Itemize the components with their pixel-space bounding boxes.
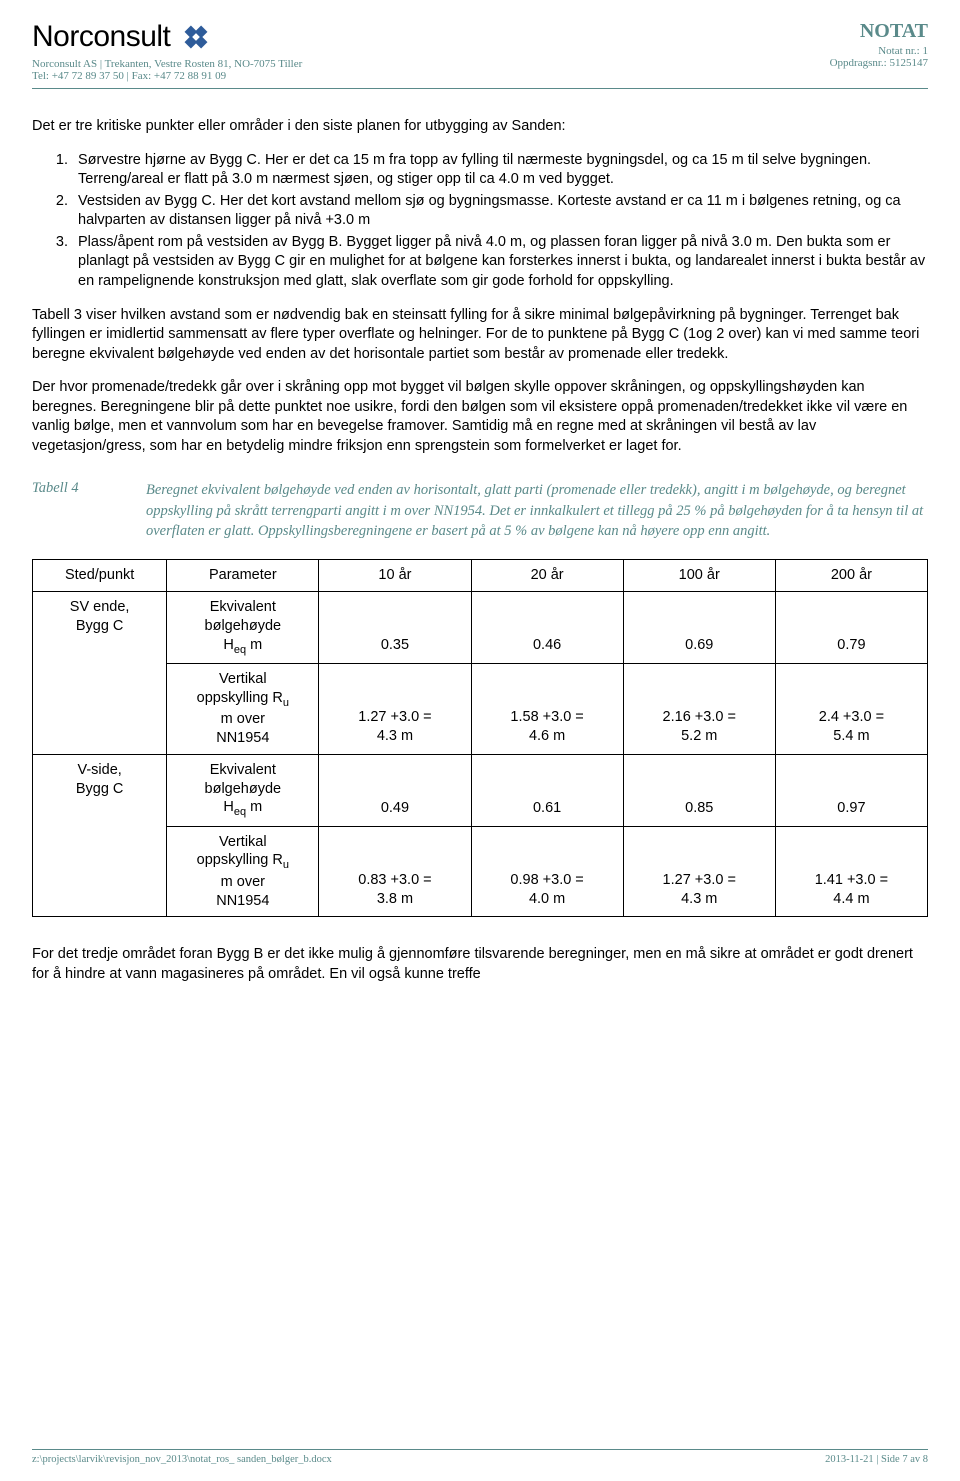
value-cell: 1.41 +3.0 =4.4 m	[775, 826, 927, 917]
param-cell: Vertikaloppskylling Rum overNN1954	[167, 826, 319, 917]
value-cell: 0.61	[471, 754, 623, 826]
page-header: Norconsult Norconsult AS | Trekanten, Ve…	[32, 20, 928, 89]
value-cell: 0.83 +3.0 =3.8 m	[319, 826, 471, 917]
logo-icon	[178, 23, 214, 51]
header-left: Norconsult Norconsult AS | Trekanten, Ve…	[32, 20, 302, 82]
table-caption: Beregnet ekvivalent bølgehøyde ved enden…	[146, 480, 928, 541]
value-cell: 0.79	[775, 592, 927, 664]
col-header: Sted/punkt	[33, 560, 167, 592]
value-cell: 1.58 +3.0 =4.6 m	[471, 664, 623, 755]
logo-text: Norconsult	[32, 20, 170, 54]
param-cell: EkvivalentbølgehøydeHeq m	[167, 754, 319, 826]
value-cell: 1.27 +3.0 =4.3 m	[319, 664, 471, 755]
company-tel: Tel: +47 72 89 37 50 | Fax: +47 72 88 91…	[32, 70, 302, 82]
oppdrag-nr: Oppdragsnr.: 5125147	[830, 57, 928, 69]
col-header: 200 år	[775, 560, 927, 592]
table-header-row: Sted/punkt Parameter 10 år 20 år 100 år …	[33, 560, 928, 592]
intro-paragraph: Det er tre kritiske punkter eller område…	[32, 117, 928, 137]
body-paragraph: Der hvor promenade/tredekk går over i sk…	[32, 378, 928, 456]
body-paragraph: Tabell 3 viser hvilken avstand som er nø…	[32, 306, 928, 365]
list-item: Sørvestre hjørne av Bygg C. Her er det c…	[72, 151, 928, 190]
footer-page-info: 2013-11-21 | Side 7 av 8	[825, 1454, 928, 1465]
sted-cell: SV ende,Bygg C	[33, 592, 167, 755]
value-cell: 0.49	[319, 754, 471, 826]
value-cell: 2.16 +3.0 =5.2 m	[623, 664, 775, 755]
body-paragraph: For det tredje området foran Bygg B er d…	[32, 945, 928, 984]
value-cell: 0.97	[775, 754, 927, 826]
value-cell: 0.46	[471, 592, 623, 664]
value-cell: 2.4 +3.0 =5.4 m	[775, 664, 927, 755]
value-cell: 0.69	[623, 592, 775, 664]
footer-path: z:\projects\larvik\revisjon_nov_2013\not…	[32, 1454, 332, 1465]
value-cell: 1.27 +3.0 =4.3 m	[623, 826, 775, 917]
page-footer: z:\projects\larvik\revisjon_nov_2013\not…	[32, 1449, 928, 1465]
value-cell: 0.98 +3.0 =4.0 m	[471, 826, 623, 917]
notat-nr: Notat nr.: 1	[830, 45, 928, 57]
list-item: Vestsiden av Bygg C. Her det kort avstan…	[72, 192, 928, 231]
list-item: Plass/åpent rom på vestsiden av Bygg B. …	[72, 233, 928, 292]
company-address: Norconsult AS | Trekanten, Vestre Rosten…	[32, 58, 302, 70]
table-body: SV ende,Bygg CEkvivalentbølgehøydeHeq m0…	[33, 592, 928, 917]
header-right: NOTAT Notat nr.: 1 Oppdragsnr.: 5125147	[830, 20, 928, 69]
col-header: 100 år	[623, 560, 775, 592]
table-row: Vertikaloppskylling Rum overNN19540.83 +…	[33, 826, 928, 917]
results-table: Sted/punkt Parameter 10 år 20 år 100 år …	[32, 559, 928, 917]
doc-type-title: NOTAT	[830, 20, 928, 43]
param-cell: Vertikaloppskylling Rum overNN1954	[167, 664, 319, 755]
logo: Norconsult	[32, 20, 302, 54]
table-row: V-side,Bygg CEkvivalentbølgehøydeHeq m0.…	[33, 754, 928, 826]
sted-cell: V-side,Bygg C	[33, 754, 167, 917]
table-row: SV ende,Bygg CEkvivalentbølgehøydeHeq m0…	[33, 592, 928, 664]
value-cell: 0.35	[319, 592, 471, 664]
critical-points-list: Sørvestre hjørne av Bygg C. Her er det c…	[32, 151, 928, 292]
param-cell: EkvivalentbølgehøydeHeq m	[167, 592, 319, 664]
col-header: Parameter	[167, 560, 319, 592]
col-header: 20 år	[471, 560, 623, 592]
table-label: Tabell 4	[32, 480, 122, 541]
table-row: Vertikaloppskylling Rum overNN19541.27 +…	[33, 664, 928, 755]
value-cell: 0.85	[623, 754, 775, 826]
table-caption-block: Tabell 4 Beregnet ekvivalent bølgehøyde …	[32, 480, 928, 541]
col-header: 10 år	[319, 560, 471, 592]
